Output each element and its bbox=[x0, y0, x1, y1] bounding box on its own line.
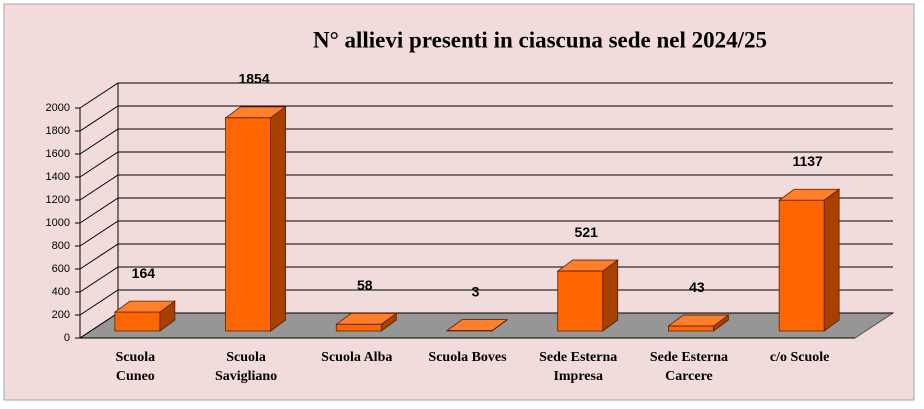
bar-front bbox=[778, 199, 825, 332]
bar-side bbox=[270, 106, 286, 332]
y-tick-label: 1600 bbox=[46, 148, 70, 160]
value-label: 164 bbox=[132, 265, 156, 281]
y-tick-label: 600 bbox=[52, 263, 70, 275]
y-tick-label: 200 bbox=[52, 309, 70, 321]
bar-front bbox=[225, 117, 271, 332]
x-tick-label: Scuola Boves bbox=[428, 350, 507, 365]
y-tick-label: 1000 bbox=[46, 217, 70, 229]
value-label: 521 bbox=[575, 224, 599, 240]
bar bbox=[335, 312, 398, 332]
chart-title: N° allievi presenti in ciascuna sede nel… bbox=[313, 27, 767, 52]
bar-front bbox=[668, 325, 714, 332]
x-tick-label: Sede Esterna Impresa bbox=[539, 350, 618, 384]
x-tick-label: Scuola Savigliano bbox=[214, 350, 278, 384]
bar bbox=[445, 318, 509, 332]
bar bbox=[777, 188, 841, 332]
bar bbox=[113, 300, 177, 332]
x-tick-label: Sede Esterna Carcere bbox=[649, 350, 728, 384]
bar-side bbox=[602, 259, 619, 332]
value-label: 1854 bbox=[238, 70, 269, 86]
value-label: 1137 bbox=[792, 153, 823, 169]
bar-side bbox=[823, 188, 840, 332]
bar-front bbox=[335, 323, 382, 332]
x-tick-label: Scuola Cuneo bbox=[115, 350, 156, 384]
value-label: 58 bbox=[357, 277, 373, 293]
chart-area bbox=[3, 3, 915, 401]
value-label: 3 bbox=[472, 283, 480, 299]
y-tick-label: 400 bbox=[52, 286, 70, 298]
bar bbox=[667, 314, 730, 332]
value-label: 43 bbox=[689, 279, 705, 295]
x-tick-label: Scuola Alba bbox=[321, 350, 393, 365]
bar-front bbox=[557, 270, 604, 332]
y-tick-label: 1400 bbox=[46, 171, 70, 183]
bar-front bbox=[114, 311, 161, 332]
y-tick-label: 0 bbox=[64, 332, 70, 344]
y-tick-label: 1200 bbox=[46, 194, 70, 206]
y-tick-label: 1800 bbox=[46, 125, 70, 137]
bar bbox=[556, 259, 619, 332]
x-tick-label: c/o Scuole bbox=[769, 350, 830, 365]
bar bbox=[224, 106, 287, 332]
y-tick-label: 800 bbox=[52, 240, 70, 252]
y-tick-label: 2000 bbox=[46, 102, 70, 114]
